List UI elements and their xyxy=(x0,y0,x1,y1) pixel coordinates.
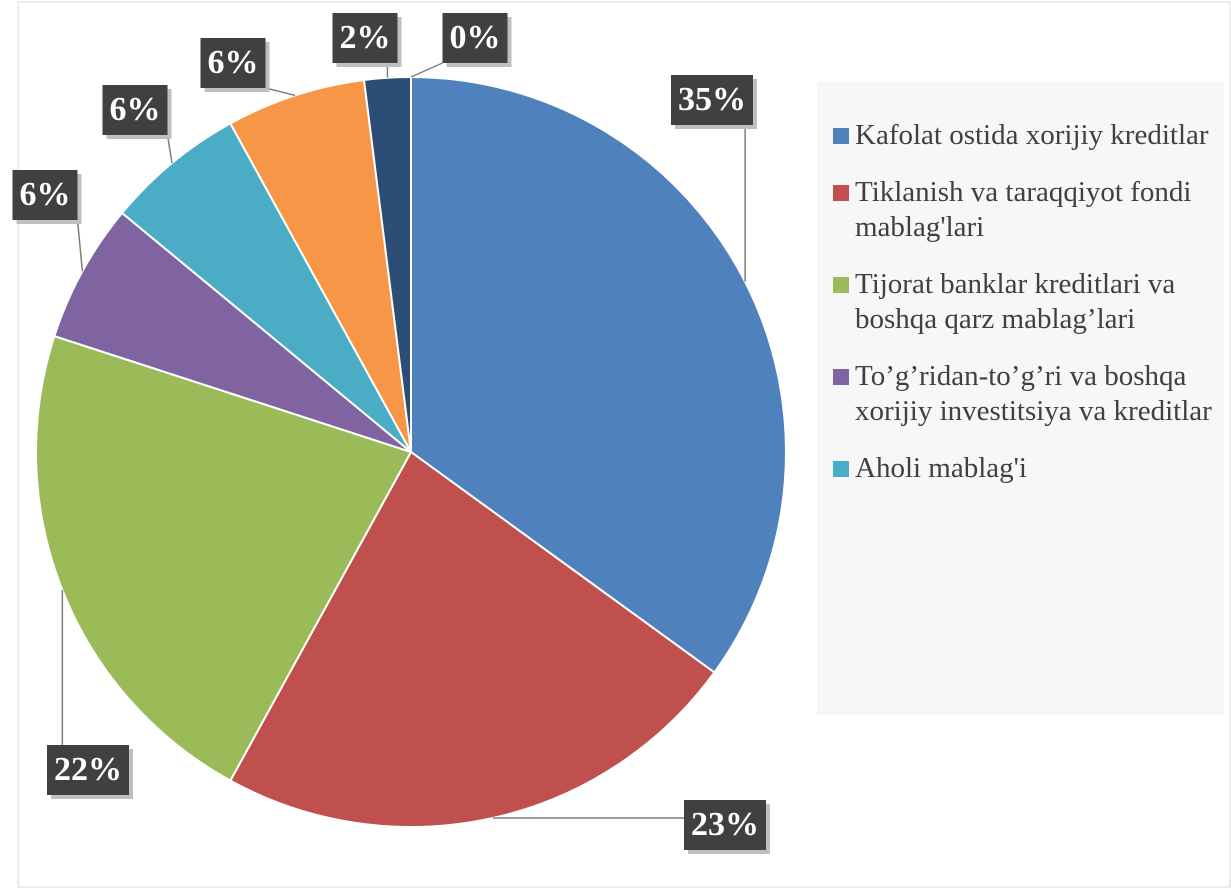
legend-swatch xyxy=(833,185,849,201)
pie-slice xyxy=(53,211,412,453)
data-label-text: 35% xyxy=(678,81,746,118)
data-label-box xyxy=(671,75,753,125)
leader-line xyxy=(265,87,296,97)
data-label-box xyxy=(47,745,129,795)
data-label: 6% xyxy=(200,38,270,92)
pie-slice xyxy=(228,450,716,828)
chart-border xyxy=(17,1,1231,888)
data-label-box xyxy=(332,13,398,63)
legend-swatch xyxy=(833,128,849,144)
pie-slice xyxy=(35,334,413,782)
data-label: 35% xyxy=(671,75,757,129)
data-label: 6% xyxy=(102,85,172,139)
legend-entry: Tiklanish va taraqqiyot fondi mablag'lar… xyxy=(833,175,1216,245)
leader-line xyxy=(166,134,173,164)
legend-label: Tiklanish va taraqqiyot fondi mablag'lar… xyxy=(855,176,1192,243)
legend-entry: Aholi mablag'i xyxy=(833,451,1216,486)
data-label-text: 23% xyxy=(691,806,759,843)
legend-label: To’g’ridan-to’g’ri va boshqa xorijiy inv… xyxy=(855,360,1212,427)
data-label: 0% xyxy=(442,13,512,67)
pie-slice xyxy=(228,78,412,453)
legend-swatch xyxy=(833,369,849,385)
data-label-text: 2% xyxy=(340,19,391,56)
data-label-box xyxy=(684,800,766,850)
data-label: 6% xyxy=(12,170,82,224)
legend-swatch xyxy=(833,461,849,477)
data-label-text: 0% xyxy=(450,19,501,56)
slices xyxy=(35,75,787,828)
legend-entry: Kafolat ostida xorijiy kreditlar xyxy=(833,118,1216,153)
legend-label: Tijorat banklar kreditlari va boshqa qar… xyxy=(855,268,1176,335)
data-label-text: 6% xyxy=(110,91,161,128)
data-label-box xyxy=(200,38,266,88)
legend-label: Aholi mablag'i xyxy=(855,452,1027,484)
data-label-text: 6% xyxy=(20,176,71,213)
pie-slice xyxy=(120,122,412,453)
data-label-text: 22% xyxy=(54,751,122,788)
data-label: 23% xyxy=(684,800,770,854)
data-label-box xyxy=(442,13,508,63)
data-label: 22% xyxy=(47,745,133,799)
data-label-box xyxy=(102,85,168,135)
leader-line xyxy=(76,219,84,272)
data-label-box xyxy=(12,170,78,220)
legend-label: Kafolat ostida xorijiy kreditlar xyxy=(855,119,1209,151)
legend-swatch xyxy=(833,277,849,293)
pie-slice xyxy=(410,75,787,674)
legend-entry: To’g’ridan-to’g’ri va boshqa xorijiy inv… xyxy=(833,359,1216,429)
legend: Kafolat ostida xorijiy kreditlar Tiklanis… xyxy=(817,82,1224,715)
data-label-text: 6% xyxy=(208,44,259,81)
labels: 35% 23% 22% 6% 6% 6% 2% 0% xyxy=(12,13,770,854)
legend-entry: Tijorat banklar kreditlari va boshqa qar… xyxy=(833,267,1216,337)
data-label: 2% xyxy=(332,13,402,67)
leader-line xyxy=(410,62,443,78)
